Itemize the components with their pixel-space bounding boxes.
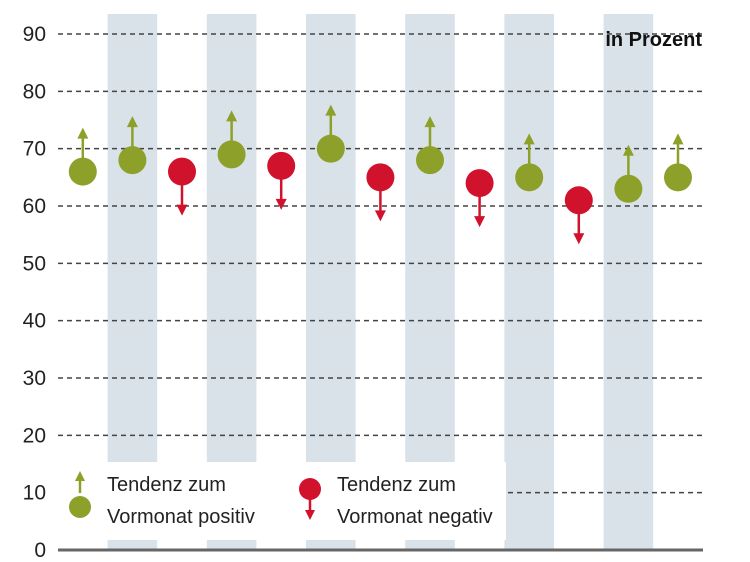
data-point-marker <box>515 163 544 192</box>
background-band <box>504 14 554 550</box>
tendency-arrow-up <box>77 127 89 139</box>
y-tick-label-80: 80 <box>23 80 46 103</box>
data-point-6 <box>316 104 345 163</box>
legend-negative-marker <box>299 478 321 520</box>
tendency-arrow-down <box>374 210 386 222</box>
data-point-11 <box>564 186 593 245</box>
data-point-marker <box>366 163 395 192</box>
background-band <box>107 14 158 550</box>
data-point-13 <box>664 133 692 192</box>
background-band <box>405 14 455 550</box>
tendency-arrow-down <box>474 216 486 228</box>
y-tick-label-50: 50 <box>23 252 46 275</box>
tendency-arrow-up <box>226 110 238 122</box>
data-point-marker <box>564 186 593 215</box>
legend-negative-line2: Vormonat negativ <box>337 506 493 528</box>
background-band <box>603 14 654 550</box>
tendency-arrow-down <box>275 198 287 210</box>
data-point-10 <box>515 133 544 192</box>
y-tick-label-0: 0 <box>34 539 46 562</box>
data-point-marker <box>316 134 345 163</box>
data-point-2 <box>118 116 147 175</box>
legend: Tendenz zum Vormonat positiv Tendenz zum… <box>69 471 493 528</box>
y-tick-label-90: 90 <box>23 23 46 46</box>
y-tick-label-40: 40 <box>23 310 46 333</box>
tendency-arrow-up <box>672 133 684 145</box>
tendency-arrow-down <box>176 204 188 216</box>
legend-negative-line1: Tendenz zum <box>337 474 456 496</box>
tendency-arrow-up <box>126 116 138 128</box>
data-point-7 <box>366 163 395 222</box>
data-point-marker <box>416 146 444 175</box>
legend-positive-marker <box>69 471 91 518</box>
data-point-8 <box>416 116 444 175</box>
data-point-5 <box>267 151 296 210</box>
data-point-3 <box>168 157 196 216</box>
data-point-1 <box>68 127 97 186</box>
data-point-4 <box>217 110 246 169</box>
legend-positive-line1: Tendenz zum <box>107 474 226 496</box>
y-tick-label-20: 20 <box>23 424 46 447</box>
data-point-marker <box>118 146 147 175</box>
y-tick-label-30: 30 <box>23 367 46 390</box>
data-point-marker <box>168 157 196 186</box>
background-bands <box>107 14 654 550</box>
tendency-arrow-up <box>325 104 337 116</box>
y-tick-label-60: 60 <box>23 195 46 218</box>
unit-label: in Prozent <box>605 29 702 51</box>
data-point-marker <box>614 174 643 203</box>
data-point-marker <box>664 163 692 192</box>
data-point-marker <box>68 157 97 186</box>
data-point-9 <box>465 169 494 228</box>
legend-positive-line2: Vormonat positiv <box>107 506 255 528</box>
data-points <box>68 104 692 245</box>
data-point-marker <box>465 169 494 198</box>
background-band <box>206 14 257 550</box>
tendency-arrow-up <box>424 116 436 128</box>
legend-background <box>58 462 506 540</box>
y-axis-tick-labels: 0 10 20 30 40 50 60 70 80 90 <box>23 23 46 562</box>
data-point-12 <box>614 144 643 203</box>
background-band <box>306 14 356 550</box>
tendency-arrow-up <box>523 133 535 145</box>
y-tick-label-70: 70 <box>23 138 46 161</box>
y-tick-label-10: 10 <box>23 482 46 505</box>
data-point-marker <box>217 140 246 169</box>
tendency-arrow-up <box>622 144 634 156</box>
tendency-arrow-down <box>573 233 585 245</box>
data-point-marker <box>267 151 296 180</box>
